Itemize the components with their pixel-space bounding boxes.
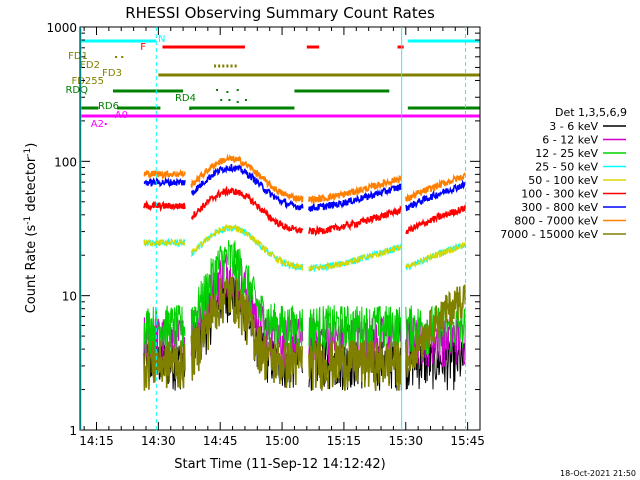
series-line — [143, 153, 466, 205]
flag-label: RD4 — [175, 93, 196, 104]
y-tick-label: 1000 — [46, 21, 77, 35]
y-axis-label-main: Count Rate (s — [24, 225, 39, 314]
flag-label: FD255 — [71, 76, 104, 87]
flag-dot — [104, 123, 107, 125]
flag-label: FD1 — [68, 51, 88, 62]
flag-label: N — [158, 34, 165, 45]
y-tick-label: 1 — [69, 424, 77, 438]
series-100-300-kev — [143, 185, 466, 237]
legend-entry-label: 100 - 300 keV — [521, 188, 598, 201]
flag-label: RD6 — [98, 101, 119, 112]
flag-label: FD2 — [80, 60, 100, 71]
flag-dot — [189, 108, 192, 110]
series-7000-15000-kev — [143, 276, 466, 392]
y-axis-label-sup2: -1 — [23, 148, 33, 157]
legend-entry-label: 12 - 25 keV — [535, 147, 598, 160]
x-tick-label: 15:30 — [388, 434, 423, 448]
y-axis-label-sup1: -1 — [23, 216, 33, 225]
flag-label: A2 — [91, 119, 104, 130]
plot-frame — [79, 26, 481, 431]
series-line — [143, 223, 466, 272]
x-tick-label: 15:00 — [265, 434, 300, 448]
series-layer — [143, 153, 466, 392]
legend-entry-label: 7000 - 15000 keV — [500, 228, 598, 241]
flag-label: RDQ — [65, 85, 88, 96]
legend-entry-label: 3 - 6 keV — [549, 120, 598, 133]
flag-dot — [226, 91, 229, 93]
series-line — [143, 163, 466, 213]
axes-layer: 14:15 14:30 14:45 15:00 15:15 15:30 15:45 1 10 10… — [46, 21, 484, 448]
flag-dot — [236, 89, 239, 91]
x-tick-label: 15:45 — [450, 434, 485, 448]
series-line — [143, 240, 466, 356]
series-line — [143, 185, 466, 237]
x-tick-label: 14:45 — [203, 434, 238, 448]
flag-dot — [244, 99, 247, 101]
chart-title: RHESSI Observing Summary Count Rates — [125, 4, 435, 22]
y-tick-label: 10 — [62, 290, 77, 304]
series-line — [143, 276, 466, 392]
legend-entry-label: 25 - 50 keV — [535, 161, 598, 174]
y-tick-label: 100 — [54, 155, 77, 169]
x-tick-label: 14:30 — [141, 434, 176, 448]
x-tick-label: 14:15 — [79, 434, 114, 448]
series-50-100-kev — [143, 223, 466, 272]
legend-entry-label: 800 - 7000 keV — [514, 215, 598, 228]
flag-label: A0 — [115, 110, 128, 121]
legend-entry-label: 300 - 800 keV — [521, 201, 598, 214]
y-axis-label-mid: detector — [24, 156, 39, 216]
x-axis-label: Start Time (11-Sep-12 14:12:42) — [174, 457, 385, 472]
legend-title: Det 1,3,5,6,9 — [555, 106, 627, 119]
flag-dot — [115, 56, 118, 58]
y-axis-label-end: ) — [24, 143, 39, 148]
flag-dot — [216, 89, 219, 91]
flag-label: FD3 — [102, 68, 122, 79]
flag-dot — [121, 56, 124, 58]
footer-date: 18-Oct-2021 21:50 — [560, 469, 636, 478]
legend-entry-label: 50 - 100 keV — [528, 174, 598, 187]
x-tick-label: 15:15 — [327, 434, 362, 448]
series-300-800-kev — [143, 163, 466, 213]
y-axis-label: Count Rate (s-1 detector-1) — [23, 143, 39, 314]
series-12-25-kev — [143, 240, 466, 356]
flag-dot — [228, 99, 231, 101]
flag-label: F — [140, 42, 146, 53]
legend-entry-label: 6 - 12 keV — [542, 134, 598, 147]
flag-dot — [220, 99, 223, 101]
flag-dot — [236, 101, 239, 103]
series-800-7000-kev — [143, 153, 466, 205]
